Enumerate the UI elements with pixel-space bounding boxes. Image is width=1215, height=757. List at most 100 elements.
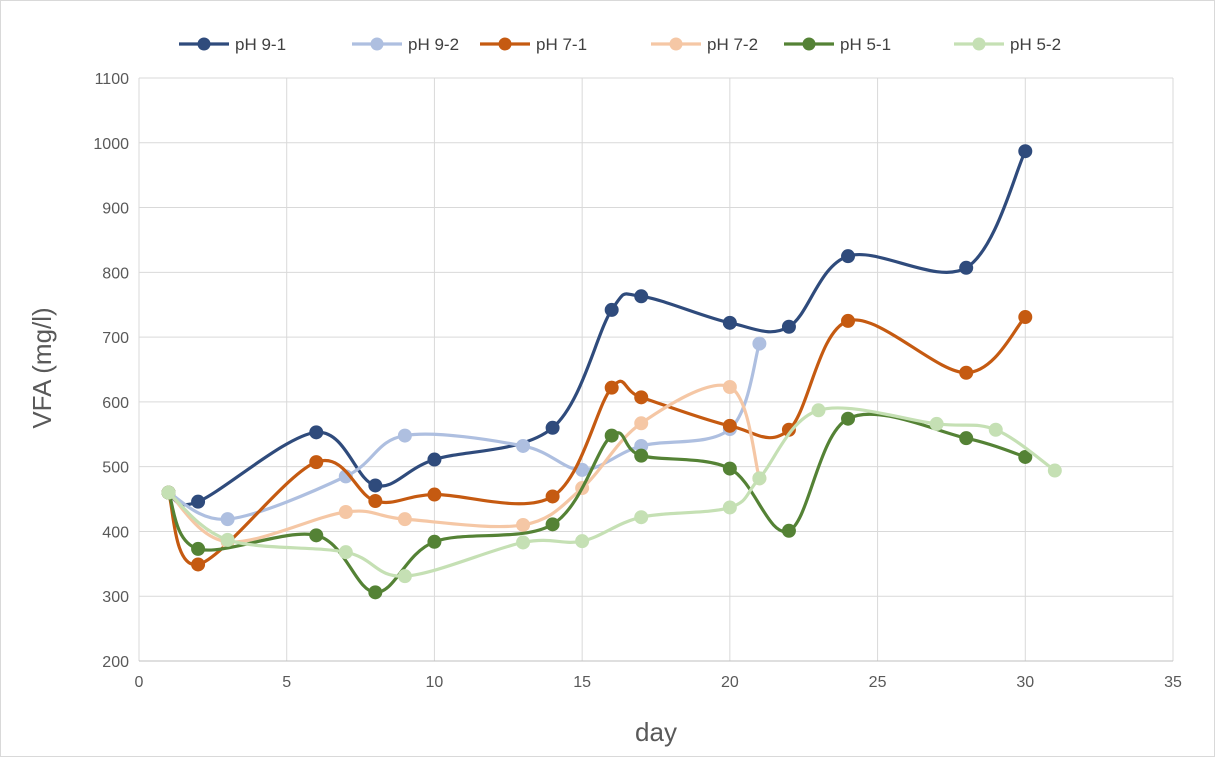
legend-label: pH 5-2 bbox=[1010, 35, 1061, 54]
x-tick-label: 0 bbox=[135, 674, 144, 691]
data-point-ph-5-2 bbox=[575, 534, 590, 549]
x-tick-label: 25 bbox=[869, 674, 887, 691]
x-tick-label: 15 bbox=[573, 674, 591, 691]
data-point-ph-5-1 bbox=[634, 448, 649, 463]
data-point-ph-7-1 bbox=[368, 493, 383, 508]
legend: pH 9-1 pH 9-2 pH 7-1 pH 7-2 pH 5-1 pH 5-2 bbox=[179, 35, 1061, 54]
x-axis-ticks: 0 5 10 15 20 25 30 35 bbox=[135, 674, 1182, 691]
series-ph-9-1 bbox=[161, 144, 1033, 509]
legend-label: pH 5-1 bbox=[840, 35, 891, 54]
legend-swatch-marker bbox=[370, 37, 384, 51]
legend-item-ph-9-2: pH 9-2 bbox=[352, 35, 459, 54]
y-tick-label: 700 bbox=[102, 330, 129, 347]
data-point-ph-5-2 bbox=[338, 545, 353, 560]
series-line-ph-9-2 bbox=[166, 341, 761, 521]
legend-item-ph-7-2: pH 7-2 bbox=[651, 35, 758, 54]
data-point-ph-7-2 bbox=[634, 416, 649, 431]
data-point-ph-9-1 bbox=[604, 302, 619, 317]
data-point-ph-9-1 bbox=[309, 425, 324, 440]
y-tick-label: 1100 bbox=[95, 71, 130, 88]
data-point-ph-7-1 bbox=[427, 487, 442, 502]
data-point-ph-5-1 bbox=[959, 431, 974, 446]
x-tick-label: 20 bbox=[721, 674, 739, 691]
data-point-ph-5-1 bbox=[309, 528, 324, 543]
data-point-ph-5-1 bbox=[841, 411, 856, 426]
data-point-ph-5-2 bbox=[722, 500, 737, 515]
data-point-ph-9-2 bbox=[397, 428, 412, 443]
series-line-ph-9-1 bbox=[166, 149, 1027, 507]
data-point-ph-5-1 bbox=[545, 517, 560, 532]
x-axis-title: day bbox=[635, 717, 677, 747]
data-point-ph-7-1 bbox=[722, 418, 737, 433]
x-tick-label: 5 bbox=[282, 674, 291, 691]
data-point-ph-5-2 bbox=[752, 471, 767, 486]
legend-swatch-marker bbox=[498, 37, 512, 51]
legend-swatch-marker bbox=[802, 37, 816, 51]
data-point-ph-9-1 bbox=[781, 319, 796, 334]
y-axis-title: VFA (mg/l) bbox=[27, 307, 57, 428]
data-point-ph-5-1 bbox=[722, 461, 737, 476]
x-tick-label: 10 bbox=[426, 674, 444, 691]
series-line-ph-5-1 bbox=[166, 412, 1027, 594]
legend-item-ph-9-1: pH 9-1 bbox=[179, 35, 286, 54]
data-point-ph-7-2 bbox=[722, 379, 737, 394]
y-tick-label: 400 bbox=[102, 524, 129, 541]
data-point-ph-9-1 bbox=[545, 420, 560, 435]
data-point-ph-5-2 bbox=[988, 422, 1003, 437]
data-point-ph-7-1 bbox=[309, 455, 324, 470]
y-tick-label: 800 bbox=[102, 265, 129, 282]
data-point-ph-5-2 bbox=[161, 485, 176, 500]
data-point-ph-5-2 bbox=[516, 535, 531, 550]
data-point-ph-9-2 bbox=[516, 438, 531, 453]
data-point-ph-7-1 bbox=[604, 380, 619, 395]
data-point-ph-5-1 bbox=[604, 428, 619, 443]
data-point-ph-7-1 bbox=[841, 313, 856, 328]
data-point-ph-7-2 bbox=[338, 505, 353, 520]
data-point-ph-9-2 bbox=[752, 336, 767, 351]
data-point-ph-9-1 bbox=[427, 452, 442, 467]
data-point-ph-5-2 bbox=[811, 403, 826, 418]
data-point-ph-5-2 bbox=[634, 510, 649, 525]
series-ph-7-1 bbox=[161, 310, 1033, 572]
series-ph-5-2 bbox=[161, 403, 1062, 584]
data-point-ph-7-2 bbox=[516, 517, 531, 532]
data-point-ph-9-1 bbox=[368, 478, 383, 493]
y-tick-label: 200 bbox=[102, 654, 129, 671]
x-tick-label: 30 bbox=[1016, 674, 1034, 691]
series-group bbox=[161, 144, 1062, 600]
legend-item-ph-5-1: pH 5-1 bbox=[784, 35, 891, 54]
data-point-ph-5-2 bbox=[397, 569, 412, 584]
data-point-ph-7-1 bbox=[959, 365, 974, 380]
legend-item-ph-7-1: pH 7-1 bbox=[480, 35, 587, 54]
data-point-ph-5-2 bbox=[1047, 463, 1062, 478]
x-tick-label: 35 bbox=[1164, 674, 1182, 691]
y-tick-label: 600 bbox=[102, 395, 129, 412]
data-point-ph-9-1 bbox=[959, 260, 974, 275]
data-point-ph-7-1 bbox=[191, 557, 206, 572]
data-point-ph-9-1 bbox=[841, 249, 856, 264]
data-point-ph-9-1 bbox=[1018, 144, 1033, 159]
legend-label: pH 9-1 bbox=[235, 35, 286, 54]
legend-label: pH 7-2 bbox=[707, 35, 758, 54]
legend-swatch-marker bbox=[197, 37, 211, 51]
y-tick-label: 900 bbox=[102, 201, 129, 218]
legend-swatch-marker bbox=[669, 37, 683, 51]
legend-label: pH 7-1 bbox=[536, 35, 587, 54]
data-point-ph-5-1 bbox=[781, 523, 796, 538]
data-point-ph-9-1 bbox=[634, 289, 649, 304]
legend-label: pH 9-2 bbox=[408, 35, 459, 54]
data-point-ph-7-1 bbox=[545, 489, 560, 504]
data-point-ph-7-1 bbox=[634, 390, 649, 405]
data-point-ph-5-2 bbox=[929, 416, 944, 431]
y-axis-ticks: 200 300 400 500 600 700 800 900 1000 1100 bbox=[93, 71, 129, 671]
data-point-ph-9-1 bbox=[722, 315, 737, 330]
data-point-ph-5-1 bbox=[368, 585, 383, 600]
data-point-ph-5-1 bbox=[427, 534, 442, 549]
y-tick-label: 300 bbox=[102, 589, 129, 606]
data-point-ph-9-1 bbox=[191, 494, 206, 509]
data-point-ph-5-1 bbox=[191, 541, 206, 556]
data-point-ph-9-2 bbox=[220, 512, 235, 527]
data-point-ph-7-1 bbox=[1018, 310, 1033, 325]
